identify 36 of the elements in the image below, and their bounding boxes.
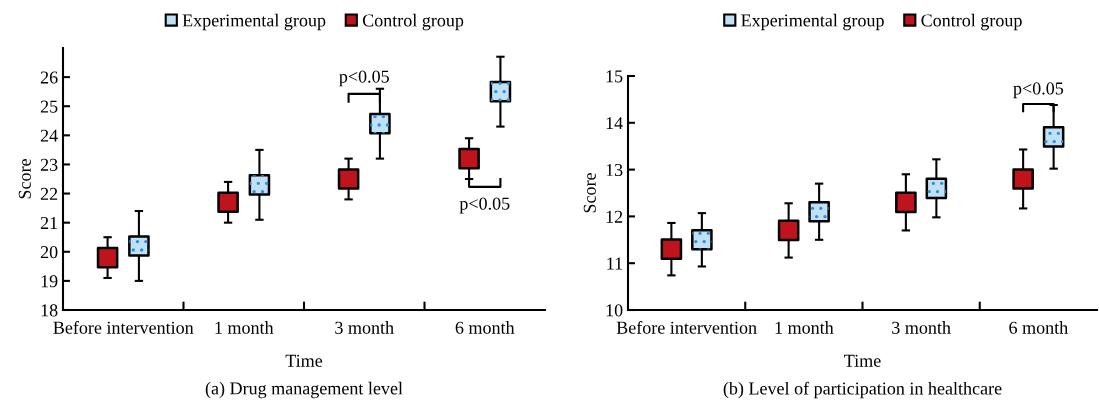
y-tick-label: 13 (606, 163, 623, 177)
x-tick-label: 3 month (892, 321, 951, 334)
x-tick-label: Before intervention (53, 320, 194, 334)
annotation: p<0.05 (1013, 82, 1064, 99)
text: (b) Level of participation in healthcare (723, 381, 1002, 399)
y-tick-label: 15 (606, 70, 623, 83)
x-tick-label: Before intervention (616, 320, 757, 334)
legend-label: Experimental group (741, 13, 884, 31)
legend-label: Control group (921, 13, 1022, 31)
legend-label: Control group (362, 13, 464, 31)
y-tick-label: 21 (40, 216, 58, 229)
x-tick-label: 3 month (335, 321, 394, 334)
y-tick-label: 18 (41, 304, 58, 317)
legend-label: Experimental group (182, 13, 326, 31)
annotation: p<0.05 (459, 197, 510, 214)
y-axis-title: Score (583, 173, 596, 213)
y-tick-label: 11 (607, 257, 623, 270)
x-tick-label: 1 month (775, 321, 834, 334)
text: (a) Drug management level (205, 381, 403, 399)
y-tick-label: 23 (40, 158, 58, 171)
x-axis-title: Time (844, 354, 881, 367)
y-tick-label: 20 (40, 246, 58, 259)
x-tick-label: 1 month (215, 321, 274, 334)
y-axis-title: Score (18, 159, 31, 199)
x-axis-title: Time (285, 354, 323, 367)
y-tick-label: 25 (40, 100, 58, 113)
y-tick-label: 19 (41, 275, 58, 288)
y-tick-label: 14 (606, 117, 623, 130)
y-tick-label: 10 (606, 304, 623, 317)
y-tick-label: 22 (40, 187, 58, 200)
y-tick-label: 24 (40, 129, 58, 142)
x-tick-label: 6 month (455, 321, 515, 334)
y-tick-label: 26 (40, 71, 58, 84)
x-tick-label: 6 month (1009, 321, 1068, 334)
y-tick-label: 12 (606, 210, 623, 223)
annotation: p<0.05 (339, 70, 389, 87)
